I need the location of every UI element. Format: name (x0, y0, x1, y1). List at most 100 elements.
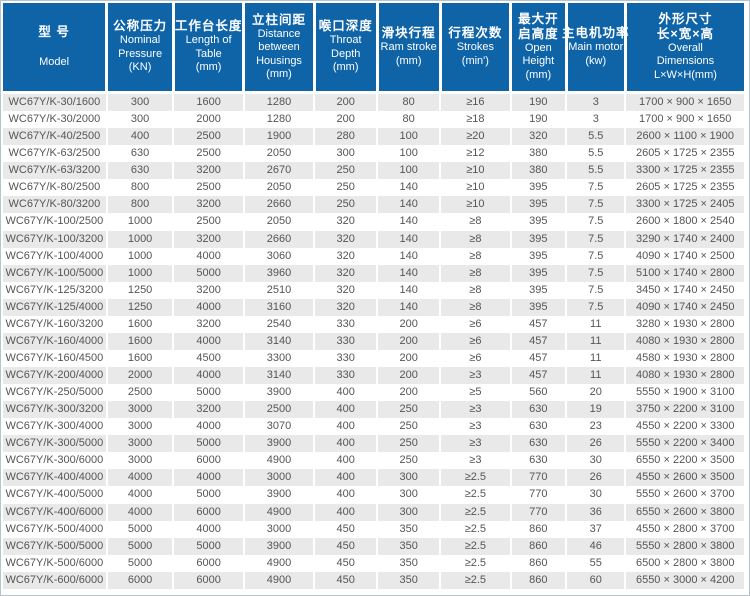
cell-ram: 140 (376, 247, 441, 265)
cell-open: 395 (509, 247, 567, 265)
column-header-model: 型 号 Model (3, 3, 107, 94)
cell-throat: 400 (313, 418, 378, 436)
cell-motor: 7.5 (565, 298, 626, 316)
cell-dims: 5550 × 2200 × 3400 (624, 435, 744, 453)
cell-strokes: ≥6 (439, 315, 511, 333)
column-header-text: 主电机功率 Main motor (kw) (562, 26, 630, 67)
table-row: WC67Y/K-300/6000 3000 6000 4900 400 250 ≥3 630 3… (3, 452, 744, 470)
column-header-dims: 外形尺寸 长×宽×高 Overall Dimensions L×W×H(mm) (623, 3, 744, 94)
cell-distance: 3060 (242, 247, 315, 265)
table-row: WC67Y/K-100/5000 1000 5000 3960 320 140 ≥8 395 7… (3, 264, 744, 282)
cell-ram: 200 (376, 349, 441, 367)
cell-length: 6000 (172, 452, 244, 470)
cell-strokes: ≥2.5 (439, 537, 511, 555)
header-row: 型 号 Model 公称压力 Nominal Pressure (KN) 工作台长度 Leng… (3, 3, 744, 94)
cell-ram: 140 (376, 298, 441, 316)
cell-length: 3200 (172, 315, 244, 333)
cell-strokes: ≥6 (439, 332, 511, 350)
table-row: WC67Y/K-63/3200 630 3200 2670 250 100 ≥10 380 5.… (3, 162, 744, 180)
cell-throat: 280 (313, 128, 378, 146)
cell-length: 4500 (172, 349, 244, 367)
cell-model: WC67Y/K-300/3200 (5, 403, 104, 416)
column-header-text: 行程次数 Strokes (min') (448, 26, 503, 67)
cell-open: 380 (509, 145, 567, 163)
cell-motor: 11 (565, 332, 626, 350)
cell-pressure: 6000 (105, 571, 174, 589)
cell-throat: 400 (313, 486, 378, 504)
cell-strokes: ≥10 (439, 179, 511, 197)
cell-motor: 23 (565, 418, 626, 436)
cell-length: 2000 (172, 111, 244, 129)
cell-distance: 4900 (242, 503, 315, 521)
column-header-open: 最大开 启高度 Open Height (mm) (509, 3, 567, 94)
column-header-ram: 滑块行程 Ram stroke (mm) (375, 3, 441, 94)
cell-throat: 450 (313, 554, 378, 572)
cell-pressure: 1250 (105, 281, 174, 299)
column-header-throat: 喉口深度 Throat Depth (mm) (312, 3, 378, 94)
cell-model: WC67Y/K-160/3200 (5, 317, 104, 330)
cell-strokes: ≥3 (439, 418, 511, 436)
cell-pressure: 1000 (105, 213, 174, 231)
table-row: WC67Y/K-100/2500 1000 2500 2050 320 140 ≥8 395 7… (3, 213, 744, 231)
cell-strokes: ≥18 (439, 111, 511, 129)
cell-dims: 4550 × 2200 × 3300 (624, 418, 744, 436)
cell-open: 770 (509, 503, 567, 521)
cell-open: 630 (509, 418, 567, 436)
cell-open: 457 (509, 315, 567, 333)
cell-motor: 26 (565, 469, 626, 487)
cell-ram: 140 (376, 230, 441, 248)
cell-model: WC67Y/K-40/2500 (8, 130, 101, 143)
cell-dims: 5100 × 1740 × 2800 (624, 264, 744, 282)
cell-dims: 2605 × 1725 × 2355 (624, 145, 744, 163)
column-header-text: 立柱间距 Distance between Housings (mm) (252, 12, 307, 81)
cell-length: 4000 (172, 367, 244, 385)
cell-distance: 3140 (242, 367, 315, 385)
cell-distance: 2050 (242, 179, 315, 197)
cell-motor: 55 (565, 554, 626, 572)
cell-dims: 6550 × 3000 × 4200 (624, 571, 744, 589)
cell-model: WC67Y/K-160/4000 (5, 334, 104, 347)
column-header-text: 外形尺寸 长×宽×高 Overall Dimensions L×W×H(mm) (653, 11, 717, 81)
column-header-motor: 主电机功率 Main motor (kw) (562, 3, 630, 94)
cell-dims: 3750 × 2200 × 3100 (624, 401, 744, 419)
cell-dims: 1700 × 900 × 1650 (624, 111, 744, 129)
cell-ram: 300 (376, 503, 441, 521)
table-row: WC67Y/K-300/3200 3000 3200 2500 400 250 ≥3 630 1… (3, 401, 744, 419)
cell-strokes: ≥2.5 (439, 554, 511, 572)
cell-ram: 140 (376, 213, 441, 231)
cell-ram: 140 (376, 264, 441, 282)
cell-model: WC67Y/K-100/3200 (5, 232, 104, 245)
cell-length: 3200 (172, 401, 244, 419)
cell-pressure: 1600 (105, 332, 174, 350)
cell-dims: 2605 × 1725 × 2355 (624, 179, 744, 197)
cell-motor: 7.5 (565, 213, 626, 231)
cell-open: 630 (509, 435, 567, 453)
cell-length: 6000 (172, 503, 244, 521)
table-row: WC67Y/K-160/4000 1600 4000 3140 330 200 ≥6 457 1… (3, 332, 744, 350)
cell-open: 457 (509, 332, 567, 350)
cell-strokes: ≥8 (439, 213, 511, 231)
cell-throat: 320 (313, 264, 378, 282)
cell-ram: 300 (376, 486, 441, 504)
cell-dims: 3450 × 1740 × 2450 (624, 281, 744, 299)
table-row: WC67Y/K-100/4000 1000 4000 3060 320 140 ≥8 395 7… (3, 247, 744, 265)
cell-motor: 7.5 (565, 179, 626, 197)
cell-open: 395 (509, 264, 567, 282)
cell-throat: 400 (313, 435, 378, 453)
cell-motor: 20 (565, 384, 626, 402)
cell-ram: 100 (376, 145, 441, 163)
cell-strokes: ≥16 (439, 92, 511, 112)
column-header-text: 喉口深度 Throat Depth (mm) (318, 19, 373, 74)
cell-model: WC67Y/K-100/4000 (5, 249, 104, 262)
cell-open: 860 (509, 571, 567, 589)
cell-distance: 4900 (242, 452, 315, 470)
cell-length: 4000 (172, 418, 244, 436)
cell-pressure: 5000 (105, 554, 174, 572)
cell-distance: 3900 (242, 486, 315, 504)
cell-throat: 320 (313, 213, 378, 231)
cell-throat: 200 (313, 92, 378, 112)
cell-model: WC67Y/K-500/5000 (5, 539, 104, 552)
cell-dims: 5550 × 2800 × 3800 (624, 537, 744, 555)
cell-dims: 4550 × 2600 × 3500 (624, 469, 744, 487)
